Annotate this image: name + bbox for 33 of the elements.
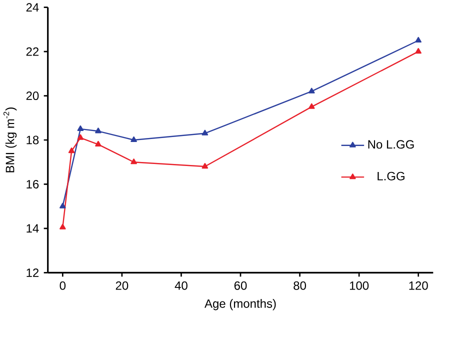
point [415, 36, 422, 43]
y-axis-title: BMI (kg m$^{-2}$) [3, 108, 17, 172]
point [130, 136, 137, 142]
y-tick-label: 22 [26, 47, 39, 56]
point [60, 224, 66, 230]
point [202, 130, 208, 136]
x-axis-title: Age (months) [204, 299, 276, 310]
y-tick-label: 20 [26, 92, 39, 100]
x-tick-label: 0 [60, 281, 66, 290]
point [308, 103, 315, 109]
x-tick-label: 40 [174, 281, 188, 290]
x-tick-label: 100 [350, 281, 369, 290]
y-tick-label: 14 [26, 224, 39, 233]
point [95, 140, 102, 146]
legend-label: No L.GG [368, 140, 414, 149]
point [130, 158, 137, 164]
x-tick-label: 20 [116, 281, 128, 290]
point [77, 134, 84, 140]
y-tick-label: 12 [26, 268, 39, 277]
point [202, 162, 208, 169]
point [68, 148, 75, 154]
x-tick-label: 80 [294, 281, 306, 290]
point [60, 202, 66, 208]
point [77, 125, 84, 131]
point [415, 48, 422, 54]
y-tick-label: 24 [26, 3, 39, 12]
point [95, 128, 102, 134]
y-tick-label: 18 [26, 136, 39, 144]
point [308, 88, 315, 94]
legend-label: L.GG [378, 172, 404, 180]
x-tick-label: 120 [409, 281, 428, 290]
x-tick-label: 60 [234, 281, 247, 290]
y-tick-label: 16 [26, 180, 39, 188]
